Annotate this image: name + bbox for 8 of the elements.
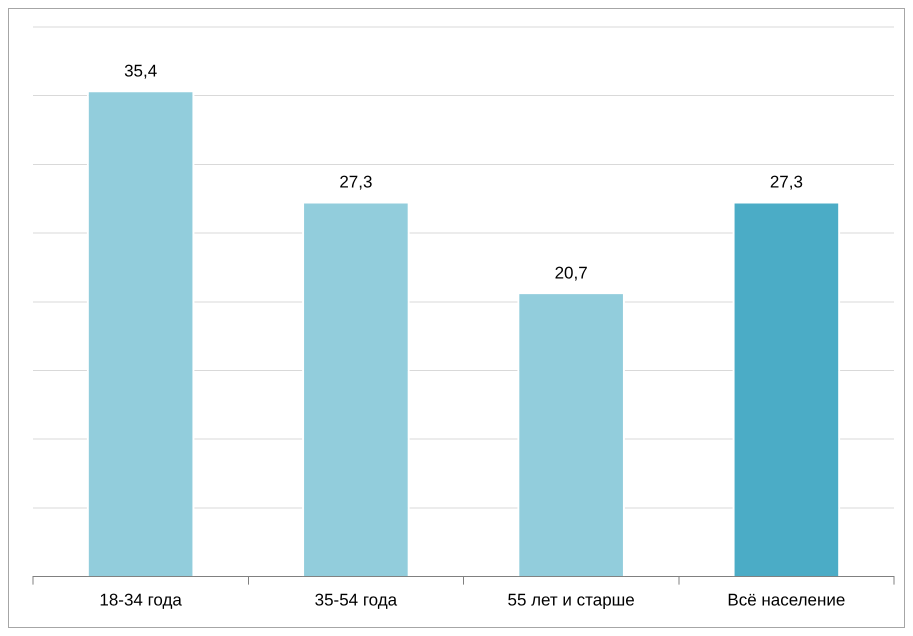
- data-label: 27,3: [770, 172, 803, 192]
- x-tick-label: 55 лет и старше: [507, 590, 635, 610]
- data-label: 35,4: [124, 61, 158, 80]
- x-tick-label: 35-54 года: [314, 590, 398, 610]
- data-label: 20,7: [554, 263, 588, 282]
- x-tick-label: Всё население: [727, 590, 846, 610]
- x-tick-label: 18-34 года: [99, 590, 182, 610]
- data-label: 27,3: [339, 172, 372, 192]
